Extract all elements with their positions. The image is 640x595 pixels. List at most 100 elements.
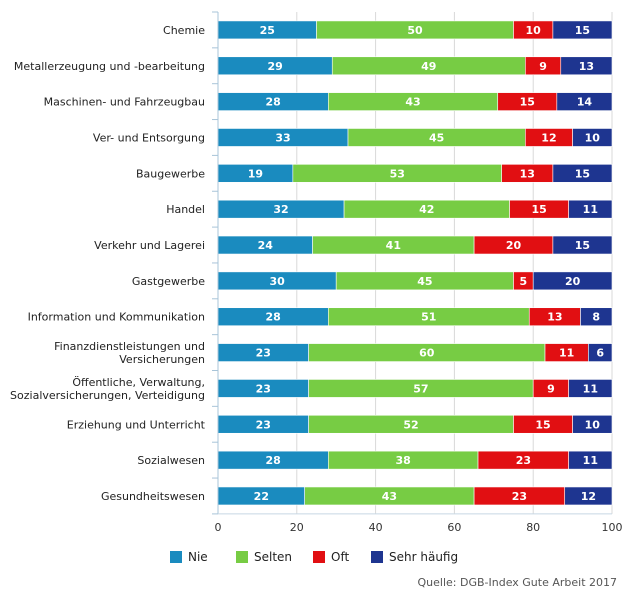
bar-segment <box>568 199 613 219</box>
bar-value-label: 49 <box>421 60 436 73</box>
bar-value-label: 45 <box>417 275 432 288</box>
bar-value-label: 30 <box>269 275 285 288</box>
bar-value-label: 13 <box>547 311 562 324</box>
bar-value-label: 11 <box>583 203 598 216</box>
bar-value-label: 11 <box>583 454 598 467</box>
bar-value-label: 15 <box>575 239 590 252</box>
legend-swatch <box>313 551 325 563</box>
category-label: Information und Kommunikation <box>28 311 205 324</box>
bar-value-label: 43 <box>405 96 420 109</box>
category-label: Sozialversicherungen, Verteidigung <box>10 389 205 402</box>
category-label: Ver- und Entsorgung <box>93 131 205 144</box>
x-tick-label: 0 <box>215 521 222 534</box>
category-label: Baugewerbe <box>136 167 205 180</box>
bar-value-label: 50 <box>407 24 423 37</box>
legend-swatch <box>170 551 182 563</box>
category-label: Versicherungen <box>119 353 205 366</box>
bar-value-label: 15 <box>575 167 590 180</box>
bar-segment <box>572 414 613 434</box>
bar-value-label: 8 <box>592 311 600 324</box>
x-tick-label: 20 <box>290 521 304 534</box>
category-label: Maschinen- und Fahrzeugbau <box>44 96 205 109</box>
bar-value-label: 20 <box>565 275 581 288</box>
bar-value-label: 38 <box>396 454 411 467</box>
source-note: Quelle: DGB-Index Gute Arbeit 2017 <box>418 576 618 589</box>
x-axis: 0 20 40 60 80 100 <box>212 11 623 534</box>
x-tick-label: 60 <box>447 521 461 534</box>
bar-value-label: 12 <box>541 131 556 144</box>
category-label: Erziehung und Unterricht <box>67 418 206 431</box>
bar-value-label: 12 <box>581 490 596 503</box>
category-label: Chemie <box>163 24 205 37</box>
category-label: Verkehr und Lagerei <box>94 239 205 252</box>
bar-value-label: 5 <box>520 275 528 288</box>
bar-segment <box>556 92 613 111</box>
bar-value-label: 52 <box>403 418 418 431</box>
bar-value-label: 13 <box>520 167 535 180</box>
bar-segment <box>568 450 613 470</box>
bar-segment <box>564 486 613 506</box>
bar-value-label: 9 <box>539 60 547 73</box>
category-labels: Chemie Metallerzeugung und -bearbeitung Ma… <box>10 24 206 503</box>
bars: 25 50 10 15 29 49 9 13 28 43 15 14 33 45 12 10 19 53 13 15 3… <box>217 20 613 506</box>
legend: Nie Selten Oft Sehr häufig <box>170 550 458 564</box>
bar-value-label: 28 <box>266 454 281 467</box>
bar-value-label: 15 <box>535 418 550 431</box>
bar-value-label: 10 <box>585 418 601 431</box>
bar-value-label: 9 <box>547 382 555 395</box>
bar-segment <box>568 379 613 398</box>
bar-value-label: 45 <box>429 131 444 144</box>
bar-value-label: 41 <box>386 239 401 252</box>
bar-value-label: 43 <box>382 490 397 503</box>
bar-value-label: 11 <box>583 382 598 395</box>
bar-value-label: 24 <box>258 239 274 252</box>
bar-value-label: 51 <box>421 311 436 324</box>
bar-segment <box>552 164 613 183</box>
bar-value-label: 42 <box>419 203 434 216</box>
category-label: Metallerzeugung und -bearbeitung <box>14 60 205 73</box>
bar-value-label: 11 <box>559 347 574 360</box>
bar-segment <box>532 271 613 291</box>
bar-value-label: 32 <box>273 203 288 216</box>
category-label: Gastgewerbe <box>132 275 205 288</box>
bar-value-label: 14 <box>577 96 593 109</box>
legend-swatch <box>371 551 383 563</box>
bar-value-label: 23 <box>516 454 531 467</box>
bar-value-label: 15 <box>575 24 590 37</box>
bar-value-label: 53 <box>390 167 405 180</box>
category-label: Sozialwesen <box>137 454 205 467</box>
bar-segment <box>572 128 613 147</box>
x-tick-label: 40 <box>369 521 383 534</box>
bar-value-label: 15 <box>520 96 535 109</box>
category-label: Gesundheitswesen <box>101 490 205 503</box>
bar-value-label: 13 <box>579 60 594 73</box>
bar-value-label: 20 <box>506 239 522 252</box>
bar-value-label: 28 <box>266 96 281 109</box>
bar-value-label: 6 <box>596 347 604 360</box>
bar-value-label: 22 <box>254 490 269 503</box>
bar-value-label: 33 <box>275 131 290 144</box>
bar-value-label: 25 <box>260 24 275 37</box>
bar-value-label: 28 <box>266 311 281 324</box>
bar-value-label: 10 <box>585 131 601 144</box>
legend-label: Nie <box>188 550 208 564</box>
bar-segment <box>552 20 613 40</box>
category-label: Öffentliche, Verwaltung, <box>72 376 205 389</box>
bar-value-label: 29 <box>267 60 282 73</box>
bar-value-label: 19 <box>248 167 263 180</box>
bar-segment <box>552 235 613 255</box>
bar-value-label: 23 <box>256 382 271 395</box>
legend-label: Oft <box>331 550 349 564</box>
legend-label: Selten <box>254 550 292 564</box>
bar-value-label: 15 <box>531 203 546 216</box>
bar-value-label: 23 <box>256 418 271 431</box>
bar-value-label: 10 <box>526 24 542 37</box>
bar-value-label: 60 <box>419 347 435 360</box>
bar-segment <box>588 343 613 362</box>
category-label: Handel <box>166 203 205 216</box>
bar-segment <box>560 56 613 76</box>
bar-segment <box>580 307 613 327</box>
x-tick-label: 100 <box>602 521 623 534</box>
legend-swatch <box>236 551 248 563</box>
